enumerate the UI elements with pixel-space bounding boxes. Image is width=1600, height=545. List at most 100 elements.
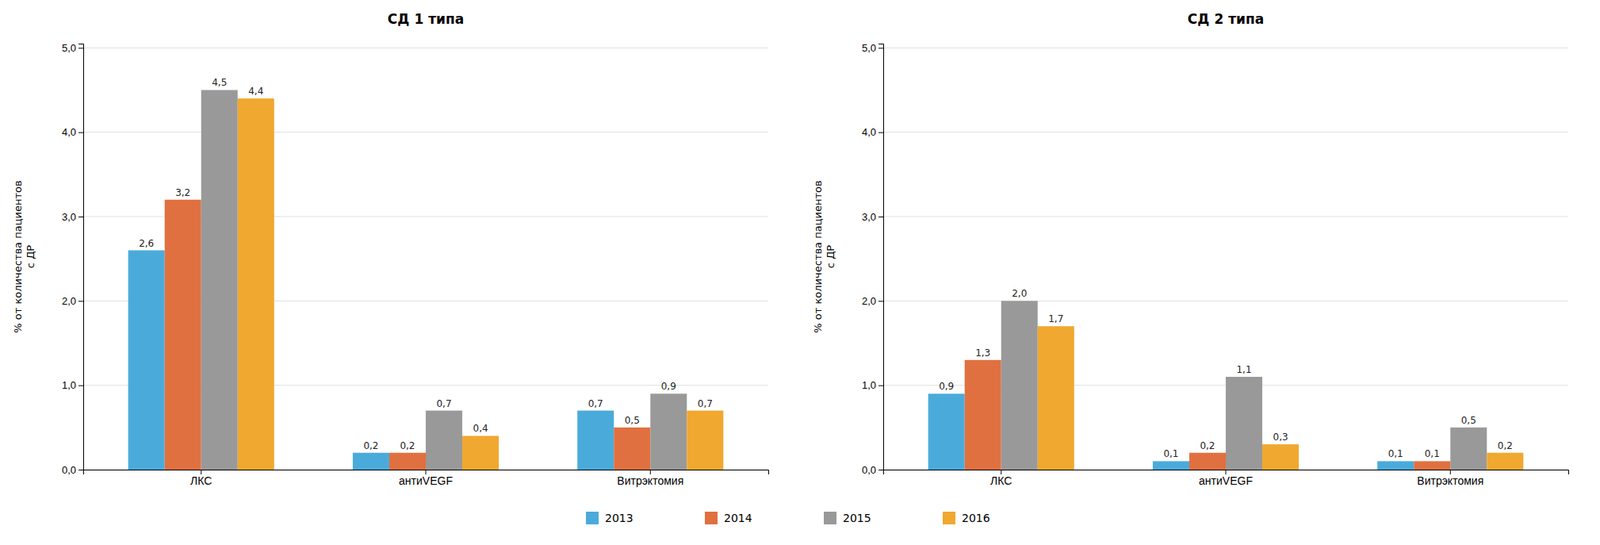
legend-label: 2016	[961, 511, 991, 525]
tick-label: антиVEGF	[398, 474, 453, 487]
bar	[1152, 460, 1190, 470]
x-axis: ЛКС антиVEGF Витрэктомия	[884, 469, 1570, 487]
legend-swatch	[823, 511, 837, 525]
grid-line	[883, 47, 1569, 49]
tick-mark	[78, 385, 84, 387]
bar	[1413, 460, 1451, 470]
data-label: 0,3	[1273, 431, 1289, 443]
data-label: 0,9	[661, 380, 677, 392]
y-axis: 0,01,02,03,04,05,0	[861, 42, 885, 476]
tick-label: 0,0	[61, 463, 77, 476]
legend-item: 2014	[704, 511, 753, 525]
bar	[1001, 300, 1038, 470]
y-tick: 2,0	[61, 294, 84, 307]
data-label: 0,4	[473, 422, 489, 434]
bar	[1037, 325, 1075, 470]
bar	[425, 410, 463, 470]
bar	[128, 250, 165, 470]
data-label: 0,2	[363, 440, 379, 452]
legend-swatch	[942, 511, 956, 525]
data-label: 1,7	[1048, 313, 1064, 325]
tick-mark	[78, 300, 84, 302]
chart-title: СД 1 типа	[387, 11, 464, 27]
tick-label: 2,0	[861, 294, 877, 307]
tick-label: Витрэктомия	[1416, 474, 1484, 487]
data-label: 0,7	[697, 398, 713, 410]
x-tick: Витрэктомия	[1416, 469, 1484, 487]
y-tick: 0,0	[61, 463, 84, 476]
tick-label: ЛКС	[990, 474, 1012, 487]
data-label: 0,5	[624, 414, 640, 426]
bar	[201, 89, 238, 470]
bar	[1377, 460, 1414, 470]
y-tick: 2,0	[861, 294, 884, 307]
data-label: 0,2	[1199, 440, 1215, 452]
data-label: 4,5	[211, 76, 227, 89]
tick-mark	[878, 132, 884, 134]
data-label: 1,1	[1236, 363, 1252, 376]
bar	[1189, 452, 1226, 470]
bar	[352, 452, 390, 470]
y-tick: 4,0	[61, 126, 84, 138]
tick-label: 1,0	[61, 378, 77, 391]
data-label: 3,2	[175, 187, 191, 199]
data-label: 2,0	[1011, 287, 1027, 299]
bar	[389, 452, 426, 470]
bar	[237, 98, 275, 470]
tick-mark	[878, 300, 884, 302]
data-label: 0,2	[399, 440, 415, 452]
y-tick: 3,0	[861, 210, 884, 223]
tick-label: 4,0	[61, 126, 77, 138]
tick-mark	[878, 216, 884, 218]
bar	[164, 199, 202, 470]
data-label: 1,3	[975, 347, 991, 359]
data-label: 2,6	[138, 237, 154, 249]
x-tick: антиVEGF	[398, 469, 453, 487]
data-labels: 0,90,10,11,30,20,12,01,10,51,70,30,2	[938, 287, 1513, 460]
grid	[83, 47, 769, 470]
data-label: 0,1	[1163, 447, 1179, 460]
legend-swatch	[585, 511, 599, 525]
grid	[883, 47, 1569, 470]
legend-item: 2016	[942, 511, 991, 525]
legend-label: 2013	[604, 511, 634, 525]
tick-label: 0,0	[861, 463, 877, 476]
bar	[964, 359, 1002, 470]
legend-label: 2015	[842, 511, 872, 525]
y-axis: 0,01,02,03,04,05,0	[61, 42, 85, 476]
y-tick: 1,0	[61, 378, 84, 391]
y-tick: 1,0	[861, 378, 884, 391]
tick-mark	[878, 47, 884, 49]
tick-mark	[878, 385, 884, 387]
data-label: 0,1	[1388, 447, 1404, 460]
legend: 2013 2014 2015 2016	[585, 511, 991, 525]
bar	[928, 393, 965, 470]
bar	[1262, 444, 1299, 470]
tick-mark	[78, 132, 84, 134]
bar	[650, 393, 687, 470]
chart-root: 0,0 1,0 2,0 3,0 4,0 5,0 ЛКС антиVEGF Витрэктомия…	[0, 0, 1600, 545]
bar	[1450, 427, 1487, 470]
tick-mark	[78, 47, 84, 49]
axis-title: % от количества пациентовс ДР	[11, 179, 37, 333]
axis-title: % от количества пациентовс ДР	[811, 179, 837, 333]
data-label: 0,7	[588, 398, 604, 410]
tick-label: 2,0	[61, 294, 77, 307]
tick-label: Витрэктомия	[616, 474, 684, 487]
bar	[613, 427, 651, 470]
y-tick: 5,0	[61, 42, 84, 54]
grid-line	[883, 131, 1569, 133]
tick-mark	[78, 216, 84, 218]
legend-swatch	[704, 511, 718, 525]
tick-label: 5,0	[61, 42, 77, 54]
bars	[928, 300, 1524, 470]
data-label: 0,7	[436, 398, 452, 410]
bar	[1486, 452, 1524, 470]
y-tick: 4,0	[861, 126, 884, 138]
x-tick: антиVEGF	[1198, 469, 1253, 487]
axis-line	[78, 44, 85, 471]
chart-title: СД 2 типа	[1187, 11, 1264, 27]
panel: 0,01,02,03,04,05,0ЛКСантиVEGFВитрэктомия…	[11, 11, 770, 487]
legend-item: 2013	[585, 511, 634, 525]
y-tick: 0,0	[861, 463, 884, 476]
